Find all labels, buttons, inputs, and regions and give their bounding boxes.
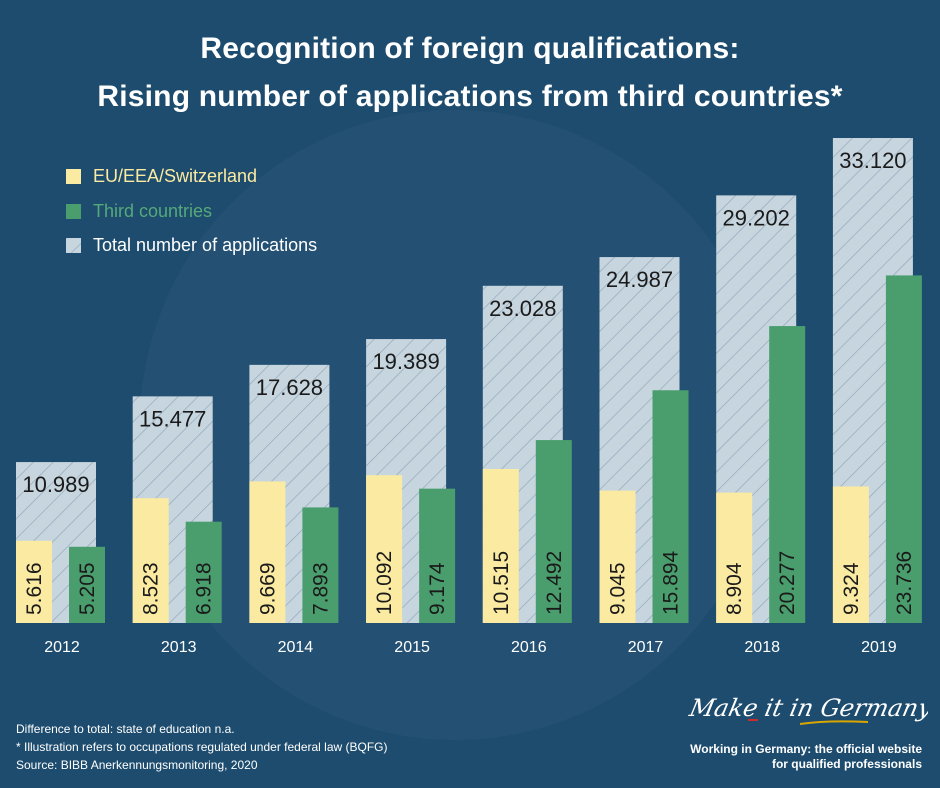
legend-swatch-total (66, 237, 81, 253)
label-third-countries-2016: 12.492 (543, 551, 566, 615)
x-tick-2012: 2012 (44, 639, 80, 656)
label-third-countries-2019: 23.736 (893, 551, 916, 615)
value-labels-group: 10.989 5.616 5.205 15.477 8.523 6.918 17.628 9.… (22, 148, 916, 615)
legend-swatch-third-countries (66, 203, 81, 219)
label-third-countries-2018: 20.277 (776, 551, 799, 615)
chart-title-line-1: Recognition of foreign qualifications: (200, 32, 740, 65)
brand-tagline-line-1: Working in Germany: the official website (690, 742, 922, 756)
brand-tagline-line-2: for qualified professionals (771, 757, 922, 771)
bar-third-countries-2013 (185, 521, 222, 623)
legend-swatch-eu (66, 168, 81, 184)
label-eu-2017: 9.045 (607, 562, 630, 615)
label-eu-2019: 9.324 (840, 562, 863, 615)
label-total-2016: 23.028 (489, 296, 556, 321)
x-tick-2018: 2018 (744, 639, 780, 656)
label-third-countries-2015: 9.174 (426, 562, 449, 615)
label-total-2015: 19.389 (372, 349, 439, 374)
label-total-2017: 24.987 (606, 267, 673, 292)
x-tick-2013: 2013 (161, 639, 197, 656)
bar-eu-2018 (716, 492, 753, 623)
legend-item-eu: EU/EEA/Switzerland (66, 164, 257, 188)
footnote-illustration: * Illustration refers to occupations reg… (16, 740, 388, 754)
label-total-2013: 15.477 (139, 406, 206, 431)
x-axis: 2012 2013 2014 2015 2016 2017 2018 2019 (44, 639, 897, 656)
label-eu-2014: 9.669 (256, 562, 279, 615)
legend-item-third-countries: Third countries (66, 199, 212, 223)
bar-eu-2015 (366, 475, 403, 623)
x-tick-2014: 2014 (278, 639, 314, 656)
bar-third-countries-2012 (69, 546, 105, 623)
bar-eu-2013 (132, 498, 169, 623)
bar-third-countries-2016 (535, 440, 572, 623)
label-eu-2012: 5.616 (23, 562, 46, 615)
x-tick-2019: 2019 (861, 639, 897, 656)
legend-label-eu: EU/EEA/Switzerland (93, 165, 258, 186)
label-third-countries-2014: 7.893 (309, 562, 332, 615)
label-third-countries-2013: 6.918 (193, 562, 216, 615)
bar-third-countries-2019 (885, 275, 922, 623)
label-total-2012: 10.989 (22, 472, 89, 497)
make-it-in-germany-logo: Make it in Germany (688, 693, 928, 725)
bar-eu-2012 (16, 540, 52, 623)
bar-third-countries-2015 (419, 488, 456, 623)
x-tick-2017: 2017 (628, 639, 664, 656)
label-eu-2013: 8.523 (140, 562, 163, 615)
bar-third-countries-2018 (769, 326, 806, 623)
label-total-2018: 29.202 (723, 205, 790, 230)
label-third-countries-2017: 15.894 (660, 550, 683, 615)
footnote-difference: Difference to total: state of education … (16, 722, 235, 736)
bar-eu-2017 (599, 490, 636, 623)
x-tick-2015: 2015 (394, 639, 430, 656)
legend-label-third-countries: Third countries (93, 200, 213, 221)
bar-eu-2016 (482, 469, 519, 623)
label-total-2019: 33.120 (839, 148, 906, 173)
label-eu-2016: 10.515 (490, 551, 513, 615)
label-third-countries-2012: 5.205 (76, 562, 99, 615)
svg-text:Make it in Germany: Make it in Germany (688, 693, 928, 722)
bar-eu-2019 (832, 486, 869, 623)
label-total-2014: 17.628 (256, 375, 323, 400)
bar-eu-2014 (249, 481, 286, 623)
footnote-source: Source: BIBB Anerkennungsmonitoring, 202… (16, 758, 258, 772)
label-eu-2018: 8.904 (723, 562, 746, 615)
bar-third-countries-2014 (302, 507, 339, 623)
label-eu-2015: 10.092 (373, 551, 396, 615)
legend-label-total: Total number of applications (93, 234, 318, 255)
chart-title-line-2: Rising number of applications from third… (97, 80, 843, 113)
bar-third-countries-2017 (652, 390, 689, 623)
bars-group (16, 138, 922, 624)
legend-item-total: Total number of applications (66, 233, 317, 257)
x-tick-2016: 2016 (511, 639, 547, 656)
